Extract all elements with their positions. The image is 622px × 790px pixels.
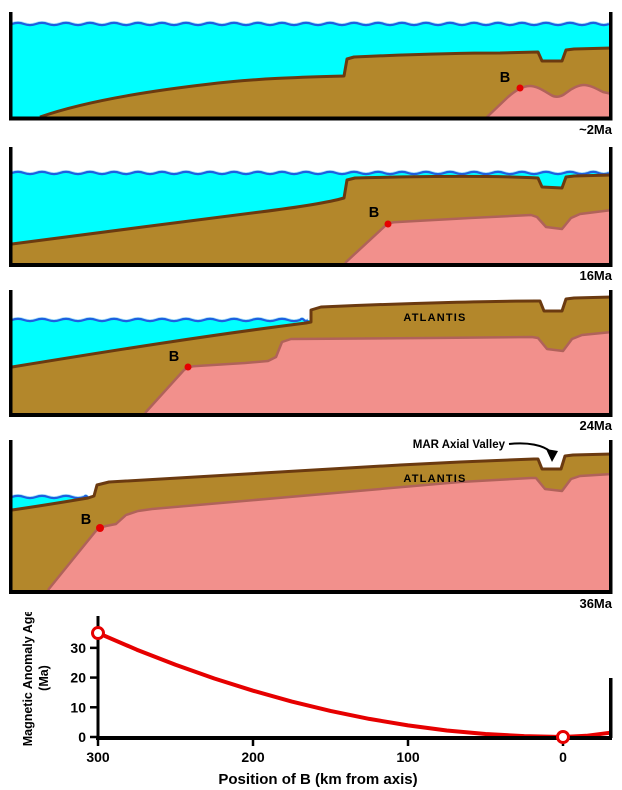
magnetized-crust: [48, 474, 612, 590]
wave-line: [11, 21, 610, 27]
y-axis-title-line1: Magnetic Anomaly Age: [21, 612, 35, 746]
y-tick-label: 30: [70, 640, 86, 656]
b-marker-label: B: [169, 349, 179, 365]
panel-age-label: 24Ma: [579, 418, 612, 433]
y-axis-title-line2: (Ma): [37, 665, 51, 691]
panel-frame-left: [9, 147, 13, 267]
b-marker-label: B: [369, 205, 379, 221]
b-marker-dot: [516, 84, 524, 92]
b-marker-dot: [96, 524, 104, 532]
cross-section-panel-2ma: B ~2Ma: [9, 12, 613, 137]
seafloor-outline: [39, 46, 613, 119]
b-marker-label: B: [500, 70, 510, 86]
y-tick-label: 0: [78, 729, 86, 745]
sea-surface-waves: [11, 170, 610, 176]
panel-frame-left: [9, 440, 13, 594]
panel-frame-right: [609, 290, 613, 417]
panel-frame-left: [9, 12, 13, 121]
seafloor-outline: [11, 295, 613, 369]
seafloor-outline: [11, 173, 613, 246]
sea-surface-waves: [11, 317, 309, 323]
magnetized-crust: [487, 85, 612, 117]
wave-line: [11, 494, 92, 500]
panel-frame-right: [609, 147, 613, 267]
cross-section-panel-24ma: B ATLANTIS 24Ma: [9, 290, 613, 433]
x-tick-label: 0: [559, 749, 567, 765]
b-marker-label: B: [81, 512, 91, 528]
atlantis-label: ATLANTIS: [403, 473, 466, 485]
y-tick-label: 20: [70, 670, 86, 686]
age-vs-position-chart: 0 10 20 30 300 200 100 0 Magnetic Anomaly Age (…: [21, 612, 613, 788]
ocean-crust: [40, 48, 612, 117]
seafloor-outline: [11, 452, 613, 512]
x-axis-title: Position of B (km from axis): [218, 771, 417, 788]
panel-frame-right: [609, 440, 613, 594]
axial-valley-annotation: MAR Axial Valley: [413, 439, 506, 451]
panel-age-label: 16Ma: [579, 268, 612, 283]
wave-highlight-line: [11, 170, 610, 174]
magnetized-crust: [345, 210, 612, 263]
wave-line: [11, 317, 309, 323]
panel-frame-bottom: [9, 263, 613, 267]
curve-endpoint-circle: [91, 626, 105, 641]
panel-age-label: ~2Ma: [579, 122, 613, 137]
cross-section-panel-36ma: B ATLANTIS MAR Axial Valley 36Ma: [9, 439, 613, 611]
b-marker-dot: [184, 363, 192, 371]
age-curve: [96, 631, 565, 739]
x-tick-label: 300: [86, 749, 110, 765]
x-tick-label: 100: [396, 749, 420, 765]
y-tick-label: 10: [70, 699, 86, 715]
wave-highlight-line: [11, 494, 92, 498]
sea-surface-waves: [11, 494, 92, 500]
annotation-arrow: [508, 442, 552, 453]
wave-highlight-line: [11, 21, 610, 25]
panel-frame-right: [609, 12, 613, 121]
curve-endpoint-circle: [556, 730, 570, 744]
chart-ticks-group: 0 10 20 30 300 200 100 0: [70, 640, 567, 765]
magnetized-crust-outline: [486, 83, 613, 118]
atlantis-label: ATLANTIS: [403, 312, 466, 324]
wave-highlight-line: [11, 317, 309, 321]
chart-endpoints-group: [91, 626, 570, 744]
chart-curve-group: [96, 631, 612, 739]
wave-line: [11, 170, 610, 176]
x-tick-label: 200: [241, 749, 265, 765]
panel-frame-bottom: [9, 590, 613, 594]
ridge-flank-boundary: [609, 678, 613, 738]
magnetized-crust: [145, 332, 612, 413]
panel-frame-bottom: [9, 413, 613, 417]
panel-age-label: 36Ma: [579, 596, 612, 611]
b-marker-dot: [384, 220, 392, 228]
annotation-arrowhead-icon: [546, 449, 558, 462]
sea-surface-waves: [11, 21, 610, 27]
panel-frame-bottom: [9, 116, 613, 121]
cross-section-panel-16ma: B 16Ma: [9, 147, 613, 283]
panel-frame-left: [9, 290, 13, 417]
